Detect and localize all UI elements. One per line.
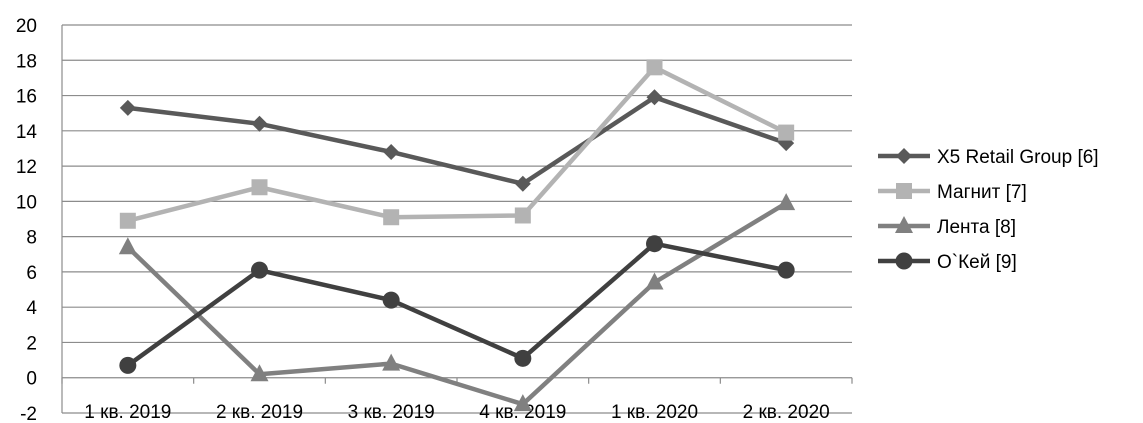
legend-label: X5 Retail Group [6] (937, 147, 1099, 168)
legend: X5 Retail Group [6] Магнит [7] Лента [8] О`… (878, 147, 1099, 273)
data-point-triangle (513, 394, 532, 412)
series-square (119, 59, 795, 229)
legend-item: О`Кей [9] (878, 252, 1017, 273)
legend-label: Лента [8] (937, 217, 1016, 238)
x-tick-label: 3 кв. 2019 (348, 402, 435, 423)
x-tick-label: 4 кв. 2019 (479, 402, 566, 423)
data-point-square (514, 207, 531, 224)
series-line (127, 95, 787, 186)
data-point-triangle (645, 272, 664, 290)
data-point-circle (382, 291, 400, 309)
gridlines (62, 24, 852, 414)
data-point-diamond (514, 175, 531, 192)
legend-item: Магнит [7] (878, 182, 1027, 203)
axes: -2 0 2 4 6 8 10 12 14 16 18 20 1 кв. 2019 2 кв. 2019 3… (16, 16, 853, 423)
data-point-triangle (777, 193, 796, 211)
series-group (118, 59, 796, 412)
y-tick-label: 10 (16, 192, 37, 213)
data-point-circle (514, 349, 532, 367)
data-point-diamond (646, 89, 663, 106)
series-line (127, 65, 788, 223)
legend-marker-square (896, 183, 912, 199)
y-tick-label: 16 (16, 87, 37, 108)
series-triangle (118, 193, 796, 412)
data-point-circle (119, 356, 137, 374)
data-point-triangle (250, 364, 269, 382)
series-line (126, 201, 788, 407)
y-tick-label: 0 (26, 369, 37, 390)
data-point-square (778, 124, 795, 141)
legend-label: Магнит [7] (937, 182, 1027, 203)
x-tick-label: 1 кв. 2020 (611, 402, 698, 423)
legend-item: Лента [8] (878, 216, 1016, 238)
x-tick-label: 1 кв. 2019 (84, 402, 171, 423)
y-tick-label: 2 (26, 333, 37, 354)
series-diamond (119, 89, 795, 192)
y-tick-label: 20 (16, 16, 37, 37)
data-point-square (251, 179, 268, 196)
legend-marker-diamond (896, 148, 912, 164)
legend-item: X5 Retail Group [6] (878, 147, 1099, 168)
legend-marker-circle (895, 252, 913, 270)
data-point-triangle (382, 353, 401, 371)
x-tick-label: 2 кв. 2020 (743, 402, 830, 423)
y-tick-label: 8 (26, 228, 37, 249)
y-tick-label: 12 (16, 157, 37, 178)
y-tick-label: 14 (16, 122, 38, 143)
legend-label: О`Кей [9] (937, 252, 1017, 273)
data-point-circle (777, 261, 795, 279)
y-tick-label: 18 (16, 51, 37, 72)
data-point-square (119, 212, 136, 229)
series-circle (119, 235, 795, 374)
x-tick-label: 2 кв. 2019 (216, 402, 303, 423)
data-point-diamond (119, 99, 136, 116)
data-point-circle (251, 261, 268, 279)
data-point-square (646, 59, 663, 76)
y-tick-label: 4 (26, 298, 37, 319)
y-tick-label: 6 (26, 263, 37, 284)
y-tick-label: -2 (20, 404, 37, 423)
data-point-triangle (118, 237, 137, 255)
data-point-square (383, 209, 400, 226)
data-point-diamond (383, 143, 400, 160)
series-line (126, 241, 787, 368)
legend-marker-triangle (895, 216, 913, 233)
data-point-diamond (251, 115, 268, 132)
data-point-circle (646, 235, 663, 253)
